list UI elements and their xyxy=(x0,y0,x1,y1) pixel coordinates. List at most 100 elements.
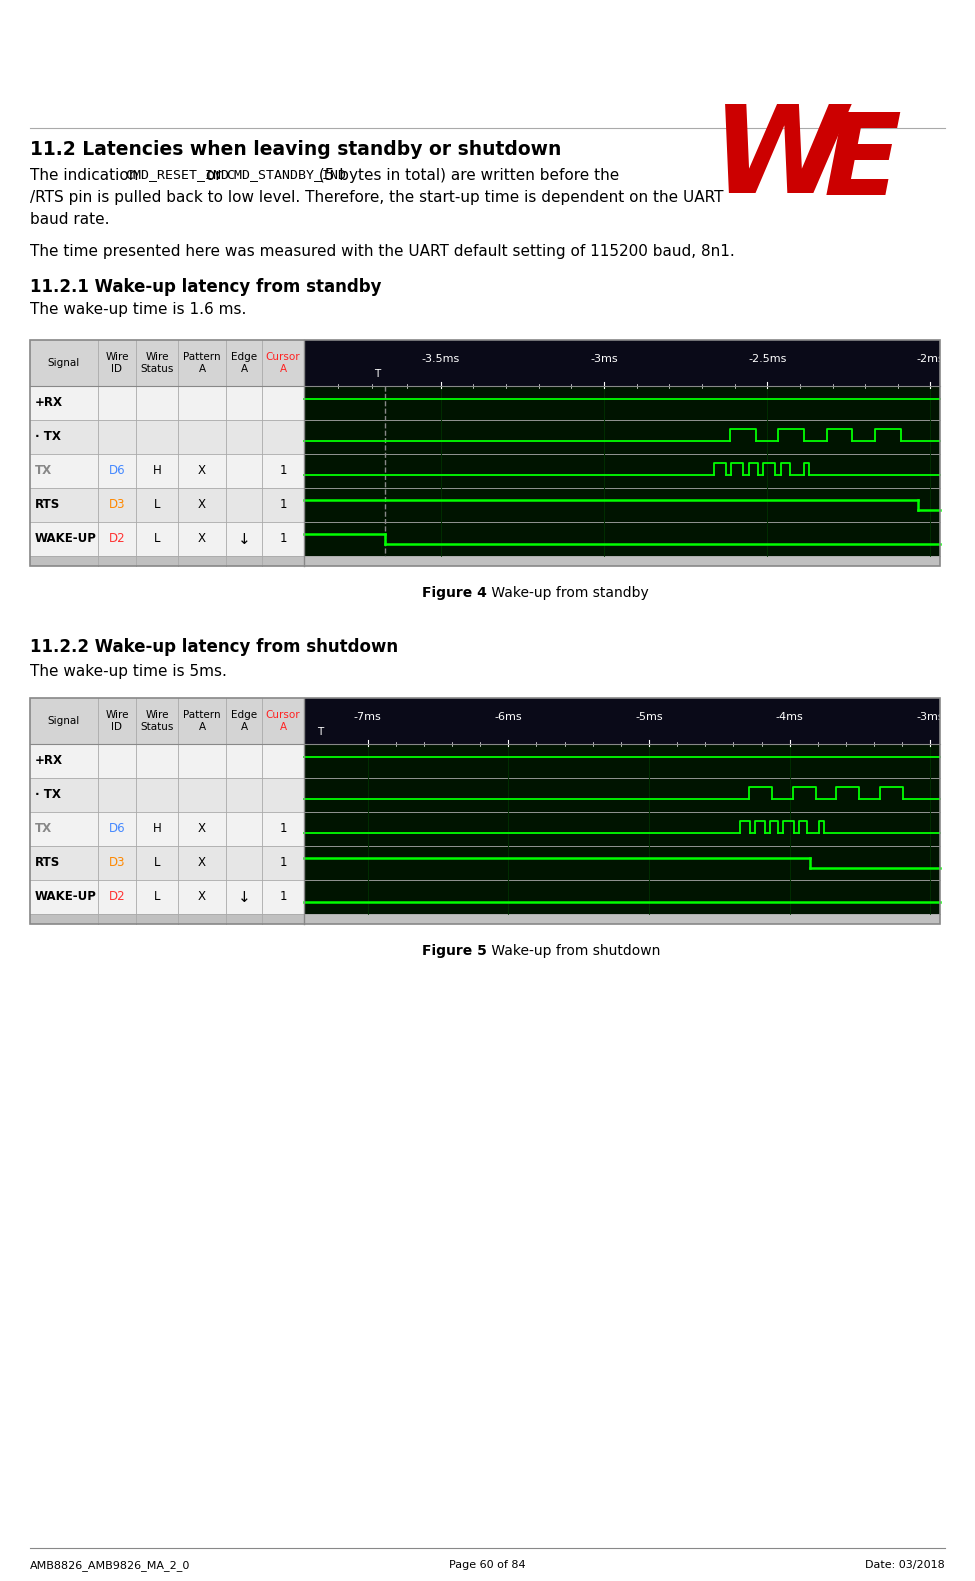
Text: RTS: RTS xyxy=(35,857,60,870)
Bar xyxy=(30,778,304,813)
Text: CMD_RESET_IND: CMD_RESET_IND xyxy=(125,168,229,180)
Text: The indication: The indication xyxy=(30,168,143,183)
Text: -3ms: -3ms xyxy=(916,711,944,723)
Text: -2.5ms: -2.5ms xyxy=(748,354,787,364)
Text: Wake-up from standby: Wake-up from standby xyxy=(487,587,648,601)
Text: W: W xyxy=(712,101,846,218)
Text: -5ms: -5ms xyxy=(636,711,663,723)
Bar xyxy=(304,421,940,454)
Bar xyxy=(304,745,940,778)
Text: D6: D6 xyxy=(108,822,126,835)
Text: 11.2 Latencies when leaving standby or shutdown: 11.2 Latencies when leaving standby or s… xyxy=(30,141,562,160)
Bar xyxy=(30,454,304,489)
Text: TX: TX xyxy=(35,465,52,477)
Text: -2ms: -2ms xyxy=(916,354,945,364)
Bar xyxy=(304,340,940,386)
Text: Wire
ID: Wire ID xyxy=(105,353,129,375)
Bar xyxy=(30,340,304,386)
Text: ↓: ↓ xyxy=(238,531,251,547)
Bar xyxy=(30,846,304,881)
Bar xyxy=(30,697,940,923)
Text: Figure 5: Figure 5 xyxy=(422,944,487,958)
Text: RTS: RTS xyxy=(35,498,60,512)
Text: Figure 4: Figure 4 xyxy=(422,587,487,601)
Text: The wake-up time is 5ms.: The wake-up time is 5ms. xyxy=(30,664,227,678)
Bar xyxy=(304,454,940,489)
Text: /RTS pin is pulled back to low level. Therefore, the start-up time is dependent : /RTS pin is pulled back to low level. Th… xyxy=(30,190,723,206)
Text: X: X xyxy=(198,533,206,545)
Text: X: X xyxy=(198,498,206,512)
Text: · TX: · TX xyxy=(35,789,60,802)
Bar xyxy=(304,778,940,813)
Text: Page 60 of 84: Page 60 of 84 xyxy=(448,1560,526,1570)
Text: 1: 1 xyxy=(279,857,287,870)
Text: 1: 1 xyxy=(279,533,287,545)
Text: Wire
ID: Wire ID xyxy=(105,710,129,732)
Text: · TX: · TX xyxy=(35,430,60,444)
Text: baud rate.: baud rate. xyxy=(30,212,109,228)
Text: +RX: +RX xyxy=(35,397,63,409)
Text: E: E xyxy=(824,108,902,218)
Text: CMD_STANDBY_IND: CMD_STANDBY_IND xyxy=(226,168,346,180)
Text: The time presented here was measured with the UART default setting of 115200 bau: The time presented here was measured wit… xyxy=(30,243,735,259)
Bar xyxy=(30,489,304,522)
Bar xyxy=(304,846,940,881)
Text: Signal: Signal xyxy=(48,357,80,368)
Bar xyxy=(30,386,304,421)
Text: 1: 1 xyxy=(279,822,287,835)
Bar xyxy=(30,697,940,923)
Text: Edge
A: Edge A xyxy=(231,710,257,732)
Text: Signal: Signal xyxy=(48,716,80,726)
Text: TX: TX xyxy=(35,822,52,835)
Text: L: L xyxy=(154,498,160,512)
Bar xyxy=(304,881,940,914)
Text: or: or xyxy=(201,168,226,183)
Text: Cursor
A: Cursor A xyxy=(265,710,300,732)
Bar xyxy=(304,386,940,421)
Bar xyxy=(30,697,304,745)
Text: 11.2.2 Wake-up latency from shutdown: 11.2.2 Wake-up latency from shutdown xyxy=(30,639,398,656)
Bar xyxy=(304,489,940,522)
Text: 1: 1 xyxy=(279,465,287,477)
Text: 11.2.1 Wake-up latency from standby: 11.2.1 Wake-up latency from standby xyxy=(30,278,381,296)
Text: H: H xyxy=(153,822,162,835)
Text: D3: D3 xyxy=(109,498,125,512)
Bar xyxy=(304,697,940,745)
Text: 1: 1 xyxy=(279,890,287,903)
Text: Pattern
A: Pattern A xyxy=(183,353,220,375)
Text: H: H xyxy=(153,465,162,477)
Bar xyxy=(30,421,304,454)
Bar xyxy=(30,522,304,557)
Bar xyxy=(30,557,940,566)
Bar xyxy=(30,745,304,778)
Bar xyxy=(30,881,304,914)
Text: AMB8826_AMB9826_MA_2_0: AMB8826_AMB9826_MA_2_0 xyxy=(30,1560,190,1572)
Text: Edge
A: Edge A xyxy=(231,353,257,375)
Text: -6ms: -6ms xyxy=(494,711,523,723)
Text: -7ms: -7ms xyxy=(354,711,381,723)
Text: Pattern
A: Pattern A xyxy=(183,710,220,732)
Text: T: T xyxy=(317,727,323,737)
Text: T: T xyxy=(374,368,380,379)
Text: L: L xyxy=(154,857,160,870)
Text: Wire
Status: Wire Status xyxy=(140,353,174,375)
Text: D2: D2 xyxy=(108,890,126,903)
Text: WAKE-UP: WAKE-UP xyxy=(35,533,97,545)
Text: X: X xyxy=(198,857,206,870)
Bar xyxy=(30,340,940,566)
Text: L: L xyxy=(154,890,160,903)
Bar xyxy=(30,340,940,566)
Text: Cursor
A: Cursor A xyxy=(265,353,300,375)
Text: The wake-up time is 1.6 ms.: The wake-up time is 1.6 ms. xyxy=(30,302,247,318)
Text: Date: 03/2018: Date: 03/2018 xyxy=(865,1560,945,1570)
Text: X: X xyxy=(198,890,206,903)
Text: ↓: ↓ xyxy=(238,890,251,904)
Text: 1: 1 xyxy=(279,498,287,512)
Text: Wire
Status: Wire Status xyxy=(140,710,174,732)
Bar xyxy=(304,522,940,557)
Text: WAKE-UP: WAKE-UP xyxy=(35,890,97,903)
Text: -4ms: -4ms xyxy=(776,711,803,723)
Text: Wake-up from shutdown: Wake-up from shutdown xyxy=(487,944,660,958)
Text: -3ms: -3ms xyxy=(590,354,618,364)
Text: L: L xyxy=(154,533,160,545)
